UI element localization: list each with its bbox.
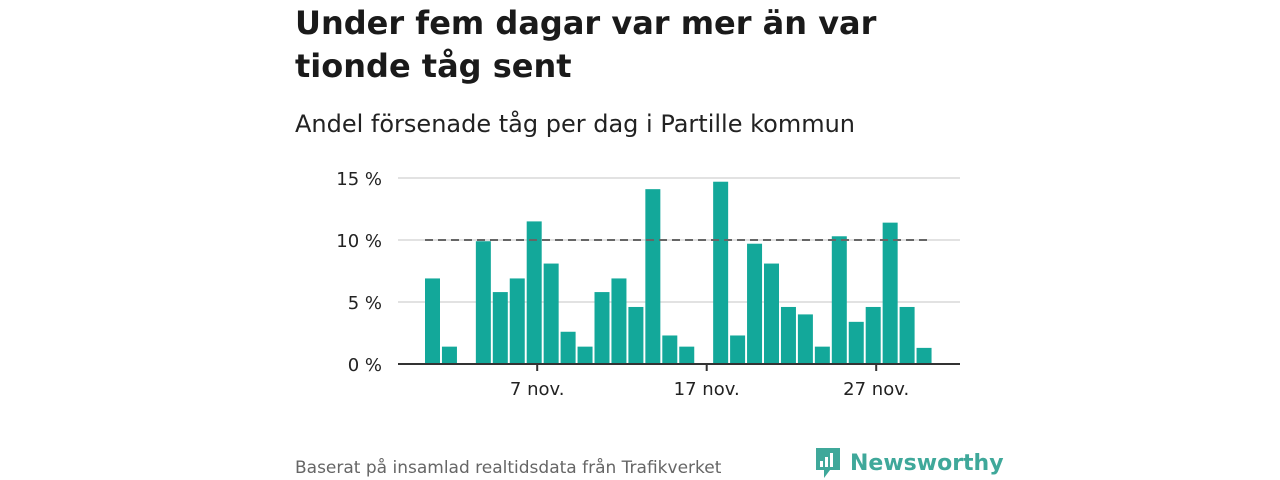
bar [747,243,763,364]
bar [526,221,542,364]
bar [628,306,644,364]
x-tick-label: 17 nov. [674,379,740,400]
bar [441,346,457,364]
bar [594,292,610,364]
y-tick-label: 15 % [336,169,382,190]
bar [662,335,678,364]
y-tick-label: 5 % [348,293,382,314]
bar [679,346,695,364]
bar [509,278,525,364]
bar [492,292,508,364]
bar [425,278,440,364]
bar [475,241,491,364]
bar [814,346,830,364]
bar [543,263,559,364]
bar [899,306,915,364]
bar [560,331,576,364]
y-tick-label: 0 % [348,355,382,376]
bar [916,347,932,364]
brand-logo[interactable]: Newsworthy [814,446,1004,480]
bar [780,306,796,364]
brand-name: Newsworthy [850,450,1004,476]
bar [713,181,729,364]
bar [577,346,593,364]
source-note: Baserat på insamlad realtidsdata från Tr… [295,458,722,478]
chart-subtitle: Andel försenade tåg per dag i Partille k… [295,110,856,138]
bar [645,189,661,364]
bar [831,236,847,364]
y-tick-label: 10 % [336,231,382,252]
x-tick-label: 27 nov. [843,379,909,400]
bar [865,306,881,364]
bar [882,222,898,364]
newsworthy-logo-icon [816,448,840,478]
bar [797,314,813,364]
bar [848,321,864,364]
chart-title: Under fem dagar var mer än var tionde tå… [295,4,877,85]
bar [764,263,779,364]
bar [730,335,746,364]
bar [611,278,627,364]
x-tick-label: 7 nov. [510,379,565,400]
